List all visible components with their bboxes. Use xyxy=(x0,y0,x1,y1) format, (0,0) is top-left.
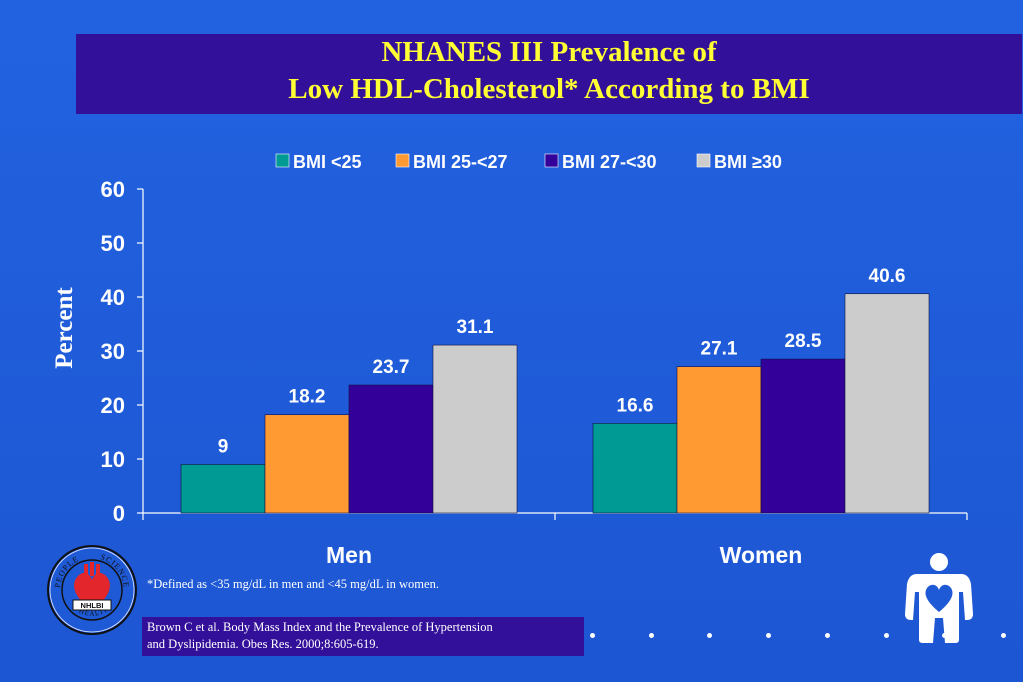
bullet-dot xyxy=(824,633,830,638)
y-axis-label: Percent xyxy=(51,287,78,369)
title-line-1: NHANES III Prevalence of xyxy=(381,36,717,68)
y-tick-label: 50 xyxy=(101,231,125,256)
bullet-dot xyxy=(707,633,713,638)
bar-value-label: 28.5 xyxy=(785,331,822,352)
bullet-dot xyxy=(1000,633,1006,638)
bar xyxy=(592,423,678,514)
bullet-dot xyxy=(766,633,772,638)
legend-swatch xyxy=(696,153,711,168)
bar-value-label: 31.1 xyxy=(457,317,494,338)
bullet-dot xyxy=(648,633,654,638)
bar xyxy=(760,358,846,514)
x-category-label: Men xyxy=(326,542,372,568)
bar xyxy=(264,414,350,514)
bar-value-label: 27.1 xyxy=(701,339,738,360)
y-tick-label: 40 xyxy=(101,285,125,310)
bar xyxy=(432,344,518,514)
bar-value-label: 16.6 xyxy=(617,395,654,416)
seal-banner-text: NHLBI xyxy=(81,601,104,610)
citation-line-1: Brown C et al. Body Mass Index and the P… xyxy=(147,620,493,634)
bar xyxy=(676,366,762,514)
bar-value-label: 9 xyxy=(218,436,229,457)
legend-swatch xyxy=(395,153,410,168)
legend-label: BMI ≥30 xyxy=(714,152,782,172)
legend-label: BMI 25-<27 xyxy=(413,152,508,172)
citation-box: Brown C et al. Body Mass Index and the P… xyxy=(142,617,584,656)
bar-value-label: 40.6 xyxy=(869,266,906,287)
legend-swatch xyxy=(544,153,559,168)
bar-value-label: 18.2 xyxy=(289,387,326,408)
legend-swatch xyxy=(275,153,290,168)
bullet-dot xyxy=(590,633,595,638)
nhlbi-seal-icon: PEOPLE SCIENCE HEALTH NHLBI xyxy=(47,545,137,635)
legend-label: BMI <25 xyxy=(293,152,362,172)
x-category-label: Women xyxy=(720,542,803,568)
y-tick-label: 30 xyxy=(101,339,125,364)
legend-label: BMI 27-<30 xyxy=(562,152,657,172)
citation-line-2: and Dyslipidemia. Obes Res. 2000;8:605-6… xyxy=(147,637,379,651)
y-tick-label: 10 xyxy=(101,447,125,472)
y-tick-label: 60 xyxy=(101,177,125,202)
heart-person-icon xyxy=(905,553,973,643)
bar-value-label: 23.7 xyxy=(373,357,410,378)
bar xyxy=(844,293,930,514)
y-tick-label: 0 xyxy=(113,501,125,526)
title-box: NHANES III Prevalence of Low HDL-Cholest… xyxy=(76,34,1022,114)
y-tick-label: 20 xyxy=(101,393,125,418)
bullet-dot xyxy=(883,633,889,638)
bar xyxy=(348,384,434,514)
title-line-2: Low HDL-Cholesterol* According to BMI xyxy=(288,73,810,105)
footnote: *Defined as <35 mg/dL in men and <45 mg/… xyxy=(147,577,439,591)
bar xyxy=(180,464,266,514)
